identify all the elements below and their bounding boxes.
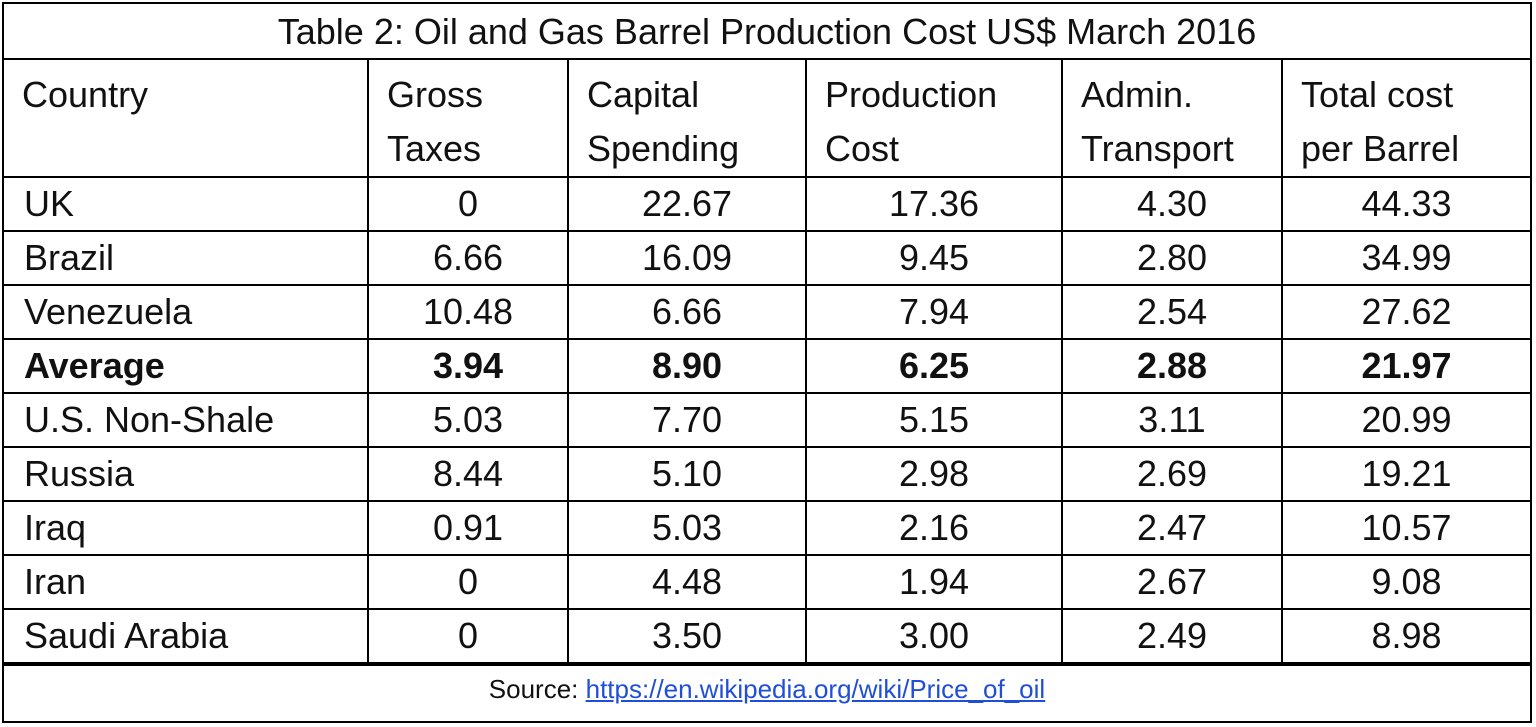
header-country: Country (4, 60, 369, 178)
country-cell: Venezuela (4, 284, 369, 340)
header-capital-spending: Capital Spending (567, 60, 807, 178)
country-cell: Russia (4, 446, 369, 502)
capital-spending-cell: 6.66 (567, 284, 807, 340)
table-title: Table 2: Oil and Gas Barrel Production C… (4, 4, 1530, 60)
header-gross-taxes: Gross Taxes (367, 60, 569, 178)
capital-spending-cell: 4.48 (567, 554, 807, 610)
production-cost-cell: 3.00 (805, 608, 1063, 664)
header-line: Transport (1081, 128, 1234, 169)
admin-transport-cell: 2.80 (1061, 230, 1283, 286)
header-line: Spending (587, 128, 740, 169)
gross-taxes-cell: 6.66 (367, 230, 569, 286)
table-row: Average 3.94 8.90 6.25 2.88 21.97 (4, 338, 1530, 394)
table-row: Saudi Arabia 0 3.50 3.00 2.49 8.98 (4, 608, 1530, 664)
capital-spending-cell: 22.67 (567, 176, 807, 232)
total-cost-cell: 10.57 (1281, 500, 1530, 556)
capital-spending-cell: 7.70 (567, 392, 807, 448)
admin-transport-cell: 2.67 (1061, 554, 1283, 610)
capital-spending-cell: 5.03 (567, 500, 807, 556)
production-cost-cell: 1.94 (805, 554, 1063, 610)
table-row: Russia 8.44 5.10 2.98 2.69 19.21 (4, 446, 1530, 502)
cost-table: Country Gross Taxes Capital Spending Produ… (4, 60, 1530, 664)
total-cost-cell: 27.62 (1281, 284, 1530, 340)
header-line: Capital (587, 74, 700, 115)
country-cell: Iran (4, 554, 369, 610)
header-production-cost: Production Cost (805, 60, 1063, 178)
gross-taxes-cell: 0 (367, 608, 569, 664)
total-cost-cell: 8.98 (1281, 608, 1530, 664)
table-row: Venezuela 10.48 6.66 7.94 2.54 27.62 (4, 284, 1530, 340)
source-line: Source: https://en.wikipedia.org/wiki/Pr… (4, 664, 1530, 713)
total-cost-cell: 21.97 (1281, 338, 1530, 394)
admin-transport-cell: 2.88 (1061, 338, 1283, 394)
production-cost-cell: 7.94 (805, 284, 1063, 340)
capital-spending-cell: 8.90 (567, 338, 807, 394)
total-cost-cell: 44.33 (1281, 176, 1530, 232)
source-label: Source: (488, 674, 586, 704)
country-cell: Brazil (4, 230, 369, 286)
header-line: Admin. (1081, 74, 1194, 115)
capital-spending-cell: 16.09 (567, 230, 807, 286)
admin-transport-cell: 2.69 (1061, 446, 1283, 502)
header-line: Production (825, 74, 998, 115)
header-line: Taxes (387, 128, 482, 169)
country-cell: U.S. Non-Shale (4, 392, 369, 448)
total-cost-cell: 19.21 (1281, 446, 1530, 502)
production-cost-cell: 6.25 (805, 338, 1063, 394)
table-row: U.S. Non-Shale 5.03 7.70 5.15 3.11 20.99 (4, 392, 1530, 448)
header-total-cost: Total cost per Barrel (1281, 60, 1530, 178)
country-cell: Iraq (4, 500, 369, 556)
capital-spending-cell: 5.10 (567, 446, 807, 502)
table-row: UK 0 22.67 17.36 4.30 44.33 (4, 176, 1530, 232)
source-link[interactable]: https://en.wikipedia.org/wiki/Price_of_o… (585, 674, 1046, 704)
cost-table-body: Country Gross Taxes Capital Spending Produ… (4, 60, 1530, 664)
table-row: Brazil 6.66 16.09 9.45 2.80 34.99 (4, 230, 1530, 286)
total-cost-cell: 34.99 (1281, 230, 1530, 286)
header-line: Country (22, 74, 149, 115)
gross-taxes-cell: 3.94 (367, 338, 569, 394)
gross-taxes-cell: 0 (367, 176, 569, 232)
gross-taxes-cell: 8.44 (367, 446, 569, 502)
production-cost-cell: 5.15 (805, 392, 1063, 448)
gross-taxes-cell: 5.03 (367, 392, 569, 448)
header-line: Cost (825, 128, 900, 169)
production-cost-cell: 2.98 (805, 446, 1063, 502)
admin-transport-cell: 4.30 (1061, 176, 1283, 232)
country-cell: UK (4, 176, 369, 232)
header-line: Gross (387, 74, 484, 115)
country-cell: Saudi Arabia (4, 608, 369, 664)
header-admin-transport: Admin. Transport (1061, 60, 1283, 178)
gross-taxes-cell: 0 (367, 554, 569, 610)
admin-transport-cell: 2.54 (1061, 284, 1283, 340)
header-line: per Barrel (1301, 128, 1460, 169)
header-line: Total cost (1301, 74, 1454, 115)
production-cost-cell: 9.45 (805, 230, 1063, 286)
gross-taxes-cell: 0.91 (367, 500, 569, 556)
header-row: Country Gross Taxes Capital Spending Produ… (4, 60, 1530, 178)
admin-transport-cell: 2.47 (1061, 500, 1283, 556)
gross-taxes-cell: 10.48 (367, 284, 569, 340)
production-cost-cell: 2.16 (805, 500, 1063, 556)
country-cell: Average (4, 338, 369, 394)
total-cost-cell: 9.08 (1281, 554, 1530, 610)
admin-transport-cell: 3.11 (1061, 392, 1283, 448)
production-cost-cell: 17.36 (805, 176, 1063, 232)
table-row: Iraq 0.91 5.03 2.16 2.47 10.57 (4, 500, 1530, 556)
table-row: Iran 0 4.48 1.94 2.67 9.08 (4, 554, 1530, 610)
capital-spending-cell: 3.50 (567, 608, 807, 664)
admin-transport-cell: 2.49 (1061, 608, 1283, 664)
total-cost-cell: 20.99 (1281, 392, 1530, 448)
